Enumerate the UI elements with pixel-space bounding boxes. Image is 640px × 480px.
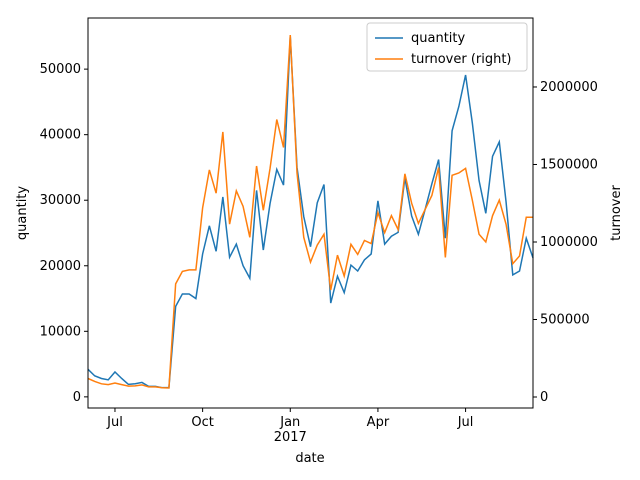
y2-tick-label: 500000 (540, 312, 590, 327)
x-tick-label: Jul (457, 415, 474, 430)
y-tick-label: 50000 (40, 62, 81, 77)
x-tick-label: Jan 2017 (274, 415, 307, 445)
legend-label: quantity (411, 31, 466, 46)
y2-tick-label: 1000000 (540, 235, 598, 250)
y-axis-label: quantity (15, 186, 30, 241)
y-tick-label: 10000 (40, 324, 81, 339)
data-line (87, 36, 534, 389)
legend-box (366, 22, 528, 72)
y2-tick-label: 2000000 (540, 80, 598, 95)
y-tick-label: 20000 (40, 259, 81, 274)
x-tick-label: Oct (191, 415, 213, 430)
data-line (87, 35, 533, 389)
legend-label: turnover (right) (411, 52, 512, 67)
x-tick-label: Jul (106, 415, 123, 430)
y2-tick-label: 0 (540, 390, 548, 405)
x-tick-label: Apr (367, 415, 390, 430)
plot-frame (87, 17, 534, 409)
y-tick-label: 0 (73, 390, 81, 405)
x-axis-label: date (295, 451, 324, 466)
y2-tick-label: 1500000 (540, 157, 598, 172)
y-tick-label: 30000 (40, 193, 81, 208)
y-tick-label: 40000 (40, 128, 81, 143)
y2-axis-label: turnover (609, 185, 624, 241)
